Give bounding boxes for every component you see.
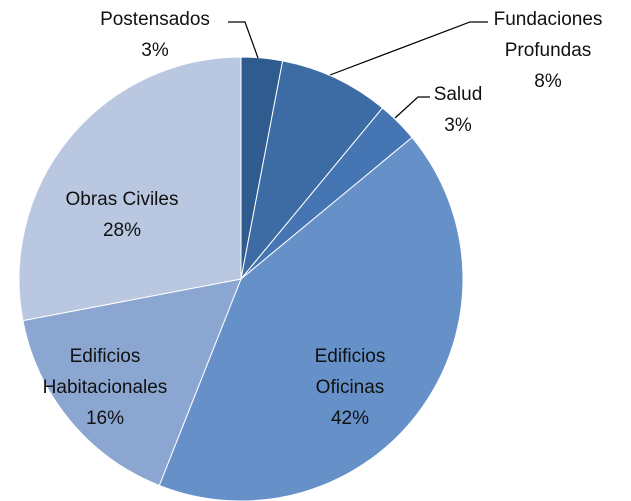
slice-label: Fundaciones Profundas [494, 9, 603, 61]
slice-label: Edificios Oficinas [315, 346, 386, 398]
slice-label-line: Edificios [315, 346, 386, 367]
value-label: 16% [86, 408, 124, 429]
slice-label: Edificios Habitacionales [43, 346, 168, 398]
slice-label: Obras Civiles [66, 189, 179, 210]
slice-label-line: Postensados [100, 9, 210, 30]
leader-line [228, 21, 259, 59]
slice-label: Postensados [100, 9, 210, 30]
value-label: 28% [103, 220, 141, 241]
slice-label-line: Habitacionales [43, 377, 168, 398]
slice-label-line: Salud [434, 84, 483, 105]
labels: Postensados 3% Fundaciones Profundas 8% Salud… [43, 9, 603, 429]
value-label: 42% [331, 408, 369, 429]
leader-line [394, 96, 430, 119]
pie [18, 56, 464, 501]
slice-label-line: Edificios [70, 346, 141, 367]
pie-slice [240, 60, 384, 280]
slice-label-line: Profundas [505, 40, 592, 61]
pie-slice [22, 278, 242, 487]
pie-slice [18, 56, 242, 322]
slice-label: Salud [434, 84, 483, 105]
value-label: 3% [141, 40, 169, 61]
slice-label-line: Fundaciones [494, 9, 603, 30]
slice-label-line: Obras Civiles [66, 189, 179, 210]
value-label: 8% [534, 71, 562, 92]
leader-line [329, 21, 488, 76]
slice-label-line: Oficinas [316, 377, 385, 398]
value-label: 3% [444, 115, 472, 136]
